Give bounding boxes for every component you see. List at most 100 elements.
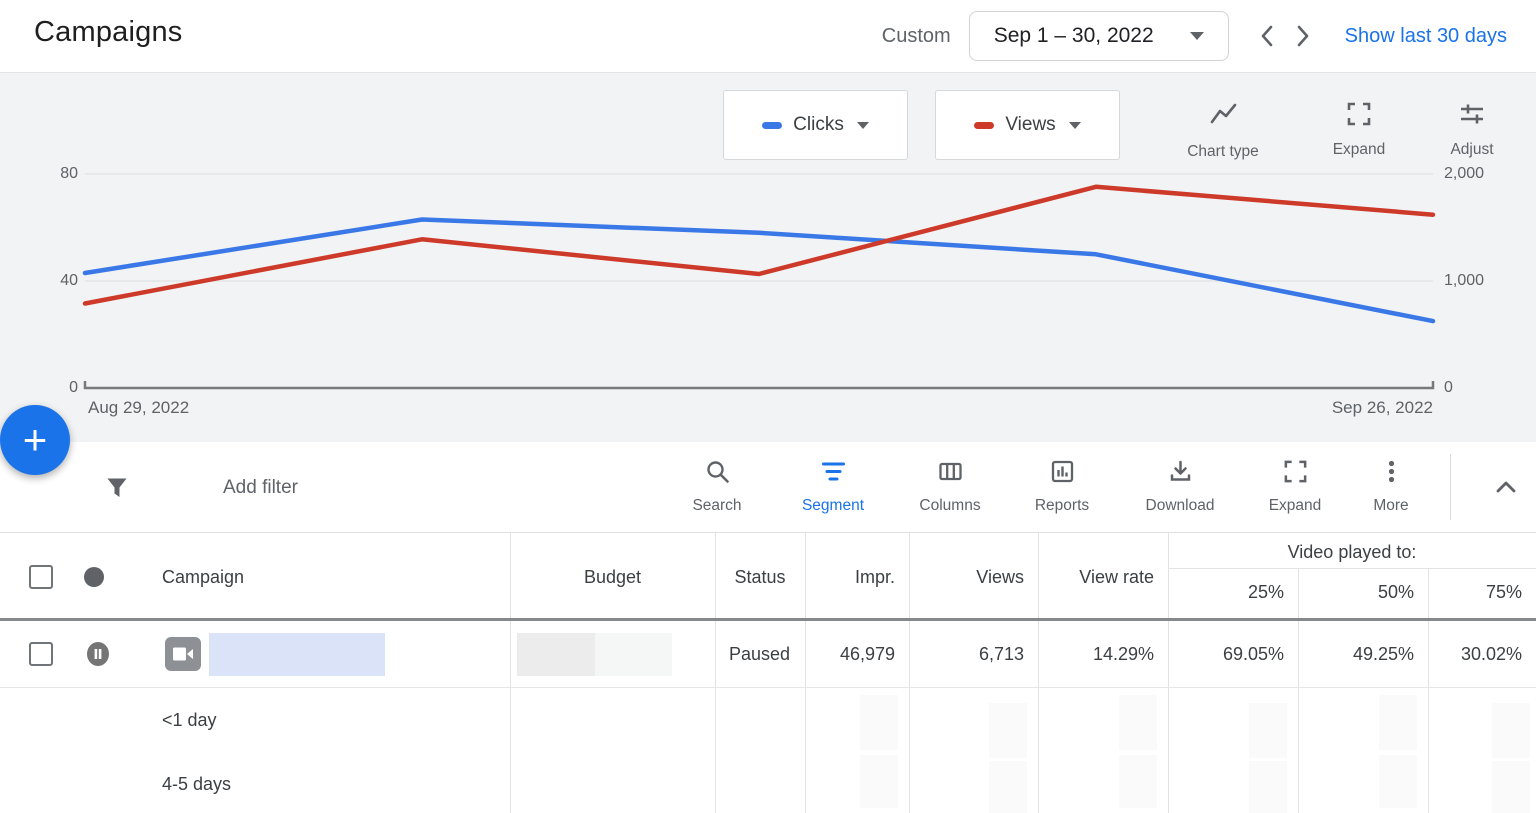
table-expand-button[interactable]: Expand: [1239, 458, 1351, 515]
column-header-impr[interactable]: Impr.: [854, 567, 895, 587]
campaign-name-redacted[interactable]: [209, 633, 385, 676]
more-button[interactable]: More: [1335, 458, 1447, 515]
x-axis-start-label: Aug 29, 2022: [88, 398, 190, 417]
segment-value-redacted: [1119, 755, 1157, 808]
search-icon: [706, 461, 729, 483]
column-divider: [909, 533, 910, 813]
chevron-down-icon: [856, 121, 869, 129]
date-range-picker[interactable]: Sep 1 – 30, 2022: [968, 11, 1229, 61]
more-label: More: [1373, 497, 1409, 514]
previous-period-button[interactable]: [1251, 16, 1285, 56]
add-filter-button[interactable]: Add filter: [223, 477, 298, 498]
date-range-value: Sep 1 – 30, 2022: [993, 24, 1154, 47]
group-header-divider: [1168, 568, 1536, 569]
cell-played-25: 69.05%: [1222, 644, 1284, 664]
left-axis-tick: 80: [60, 165, 78, 182]
cell-impr: 46,979: [839, 644, 895, 664]
right-axis-tick: 0: [1444, 379, 1453, 396]
line-chart-icon: [1210, 103, 1237, 124]
metric-label: Clicks: [793, 114, 844, 135]
show-last-30-days-link[interactable]: Show last 30 days: [1344, 24, 1507, 47]
collapse-table-button[interactable]: [1492, 473, 1520, 506]
column-divider: [805, 533, 806, 813]
performance-chart-section: 80 40 0 2,000 1,000 0 Aug 29, 2022 Sep 2…: [0, 73, 1536, 442]
segment-value-redacted: [989, 703, 1027, 758]
add-campaign-fab[interactable]: +: [0, 405, 70, 475]
segment-value-redacted: [1249, 761, 1287, 813]
row-divider: [0, 687, 1536, 688]
segment-value-redacted: [1249, 703, 1287, 758]
reports-icon: [1051, 460, 1073, 483]
chevron-down-icon: [1068, 121, 1081, 129]
right-axis-tick: 1,000: [1444, 272, 1485, 289]
metric-selector-views[interactable]: Views: [935, 90, 1120, 160]
segment-value-redacted: [1379, 755, 1417, 808]
expand-label: Expand: [1268, 497, 1322, 514]
budget-redacted[interactable]: [595, 633, 672, 676]
x-axis-end-label: Sep 26, 2022: [1331, 398, 1433, 417]
column-header-budget[interactable]: Budget: [583, 567, 642, 587]
column-divider: [1038, 533, 1039, 813]
cell-view-rate: 14.29%: [1092, 644, 1154, 664]
segment-row-label: 4-5 days: [162, 774, 232, 794]
chevron-down-icon: [1189, 32, 1204, 40]
column-header-campaign[interactable]: Campaign: [162, 567, 245, 587]
column-header-25[interactable]: 25%: [1247, 582, 1284, 602]
download-icon: [1170, 460, 1190, 481]
segment-value-redacted: [1492, 761, 1530, 813]
row-checkbox[interactable]: [29, 642, 53, 666]
date-controls: Custom Sep 1 – 30, 2022 Show last 30 day…: [882, 0, 1507, 72]
metric-color-dash: [762, 121, 783, 129]
table-toolbar: Add filter Search Segment Columns Report…: [0, 442, 1536, 533]
reports-button[interactable]: Reports: [1006, 458, 1118, 515]
segment-value-redacted: [1492, 703, 1530, 758]
chart-type-label: Chart type: [1187, 143, 1259, 160]
next-period-button[interactable]: [1285, 16, 1319, 56]
chart-type-button[interactable]: Chart type: [1157, 100, 1289, 161]
chevron-right-icon: [1297, 25, 1308, 47]
metric-label: Views: [1005, 114, 1056, 135]
campaigns-table: Campaign Budget Status Impr. Views View …: [0, 533, 1536, 813]
search-label: Search: [692, 497, 742, 514]
column-header-status[interactable]: Status: [734, 567, 786, 587]
chart-adjust-button[interactable]: Adjust: [1406, 100, 1536, 159]
cell-played-50: 49.25%: [1352, 644, 1414, 664]
segment-button[interactable]: Segment: [777, 458, 889, 515]
metric-color-dash: [974, 121, 995, 129]
download-label: Download: [1145, 497, 1215, 514]
download-button[interactable]: Download: [1124, 458, 1236, 515]
column-header-views[interactable]: Views: [976, 567, 1024, 587]
left-axis-tick: 0: [69, 379, 78, 396]
date-range-type-label: Custom: [881, 24, 951, 47]
page-title: Campaigns: [34, 16, 183, 48]
budget-redacted[interactable]: [517, 633, 595, 676]
top-bar: Campaigns Custom Sep 1 – 30, 2022 Show l…: [0, 0, 1536, 73]
left-axis-tick: 40: [60, 272, 78, 289]
column-divider: [1428, 568, 1429, 813]
segment-label: Segment: [801, 497, 865, 514]
column-header-75[interactable]: 75%: [1485, 582, 1522, 602]
chart-expand-button[interactable]: Expand: [1293, 100, 1425, 159]
status-dot-icon: [84, 567, 104, 587]
adjust-label: Adjust: [1450, 141, 1494, 158]
cell-played-75: 30.02%: [1460, 644, 1522, 664]
more-vert-icon: [1388, 460, 1394, 483]
cell-status: Paused: [729, 644, 791, 664]
columns-button[interactable]: Columns: [894, 458, 1006, 515]
segment-icon: [821, 462, 845, 481]
adjust-sliders-icon: [1461, 104, 1483, 124]
video-campaign-type-icon: [165, 637, 201, 671]
select-all-checkbox[interactable]: [29, 565, 53, 589]
search-button[interactable]: Search: [661, 458, 773, 515]
plus-icon: +: [22, 416, 48, 463]
column-divider: [715, 533, 716, 813]
column-divider: [510, 533, 511, 813]
column-header-50[interactable]: 50%: [1377, 582, 1414, 602]
campaign-status-pause-button[interactable]: [85, 641, 111, 672]
chevron-up-icon: [1496, 481, 1516, 493]
columns-icon: [938, 462, 962, 481]
column-header-view-rate[interactable]: View rate: [1079, 567, 1154, 587]
metric-selector-clicks[interactable]: Clicks: [723, 90, 908, 160]
group-header-video-played: Video played to:: [1287, 542, 1417, 562]
